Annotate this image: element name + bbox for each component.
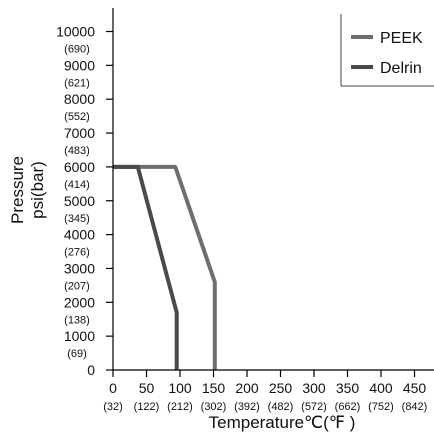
y-tick-label: 3000: [64, 260, 95, 276]
y-axis-label-line1: Pressure: [8, 156, 27, 224]
legend: PEEK Delrin: [340, 14, 434, 87]
legend-label-peek: PEEK: [380, 30, 423, 47]
y-tick-label: 6000: [64, 159, 95, 175]
x-tick-sublabel: (662): [335, 401, 361, 413]
y-axis-ticks: 0 1000 (69) 2000 (138) 3000 (207) 4000 (276) 5000…: [56, 24, 113, 378]
y-tick-sublabel: (138): [64, 314, 90, 326]
y-tick-label: 2000: [64, 294, 95, 310]
y-tick-sublabel: (483): [64, 145, 90, 157]
series-layer: [113, 164, 217, 370]
y-tick-sublabel: (207): [64, 280, 90, 292]
x-tick-label: 50: [139, 380, 155, 396]
x-tick-sublabel: (122): [134, 401, 160, 413]
y-tick-sublabel: (621): [64, 77, 90, 89]
x-tick-label: 350: [336, 380, 360, 396]
y-tick-label: 8000: [64, 91, 95, 107]
y-tick-sublabel: (345): [64, 213, 90, 225]
x-tick-sublabel: (392): [234, 401, 260, 413]
x-tick-label: 300: [302, 380, 326, 396]
x-tick-label: 450: [403, 380, 427, 396]
series-line-delrin: [113, 164, 179, 370]
y-tick-sublabel: (414): [64, 179, 90, 191]
x-tick-label: 200: [235, 380, 259, 396]
x-tick-sublabel: (752): [368, 401, 394, 413]
x-tick-label: 100: [168, 380, 192, 396]
y-tick-label: 1000: [64, 328, 95, 344]
y-tick-label: 4000: [64, 227, 95, 243]
series-line-peek: [113, 164, 217, 370]
x-tick-label: 250: [269, 380, 293, 396]
x-tick-sublabel: (212): [167, 401, 193, 413]
legend-label-delrin: Delrin: [380, 60, 422, 77]
x-tick-sublabel: (32): [103, 401, 123, 413]
x-tick-sublabel: (842): [402, 401, 428, 413]
x-axis-ticks: 0 (32) 50 (122) 100 (212) 150 (302) 200 (392) 250 (…: [103, 370, 427, 413]
y-axis-label-line2: psi(bar): [28, 161, 47, 219]
y-tick-sublabel: (552): [64, 111, 90, 123]
y-tick-sublabel: (276): [64, 247, 90, 259]
x-tick-label: 400: [369, 380, 393, 396]
x-axis-label: Temperature℃(℉ ): [209, 413, 356, 432]
x-tick-sublabel: (302): [201, 401, 227, 413]
y-tick-label: 9000: [64, 57, 95, 73]
y-tick-label: 0: [87, 362, 95, 378]
x-tick-label: 150: [202, 380, 226, 396]
y-tick-label: 10000: [56, 24, 95, 40]
y-tick-sublabel: (690): [64, 44, 90, 56]
y-tick-sublabel: (69): [67, 348, 87, 360]
y-tick-label: 7000: [64, 125, 95, 141]
x-tick-label: 0: [109, 380, 117, 396]
y-tick-label: 5000: [64, 193, 95, 209]
x-tick-sublabel: (572): [301, 401, 327, 413]
x-tick-sublabel: (482): [268, 401, 294, 413]
